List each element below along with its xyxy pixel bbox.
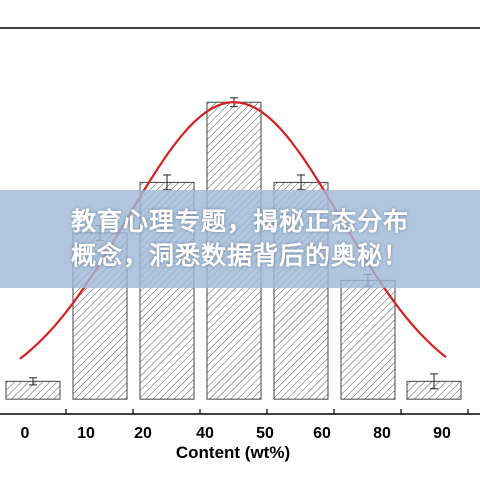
x-tick-label-90: 90 bbox=[433, 425, 451, 442]
x-ticks-layer: 0 10 20 40 50 60 80 90 bbox=[21, 409, 469, 442]
x-tick-label-60: 60 bbox=[313, 425, 331, 442]
x-tick-label-0: 0 bbox=[21, 425, 30, 442]
error-bar-4 bbox=[297, 174, 305, 191]
x-axis-label: Content (wt%) bbox=[176, 443, 290, 462]
bar-5 bbox=[340, 279, 396, 400]
banner-line-2: 概念，洞悉数据背后的奥秘！ bbox=[70, 241, 409, 270]
x-tick-label-50: 50 bbox=[256, 425, 274, 442]
overlay-banner: 教育心理专题，揭秘正态分布 概念，洞悉数据背后的奥秘！ bbox=[0, 190, 480, 288]
error-bar-6 bbox=[430, 373, 438, 390]
x-tick-label-20: 20 bbox=[134, 425, 152, 442]
x-tick-label-10: 10 bbox=[77, 425, 95, 442]
error-bar-2 bbox=[163, 174, 171, 191]
banner-line-1: 教育心理专题，揭秘正态分布 bbox=[70, 207, 409, 236]
x-tick-label-40: 40 bbox=[196, 425, 214, 442]
x-tick-label-80: 80 bbox=[373, 425, 391, 442]
error-bar-0 bbox=[29, 377, 37, 386]
